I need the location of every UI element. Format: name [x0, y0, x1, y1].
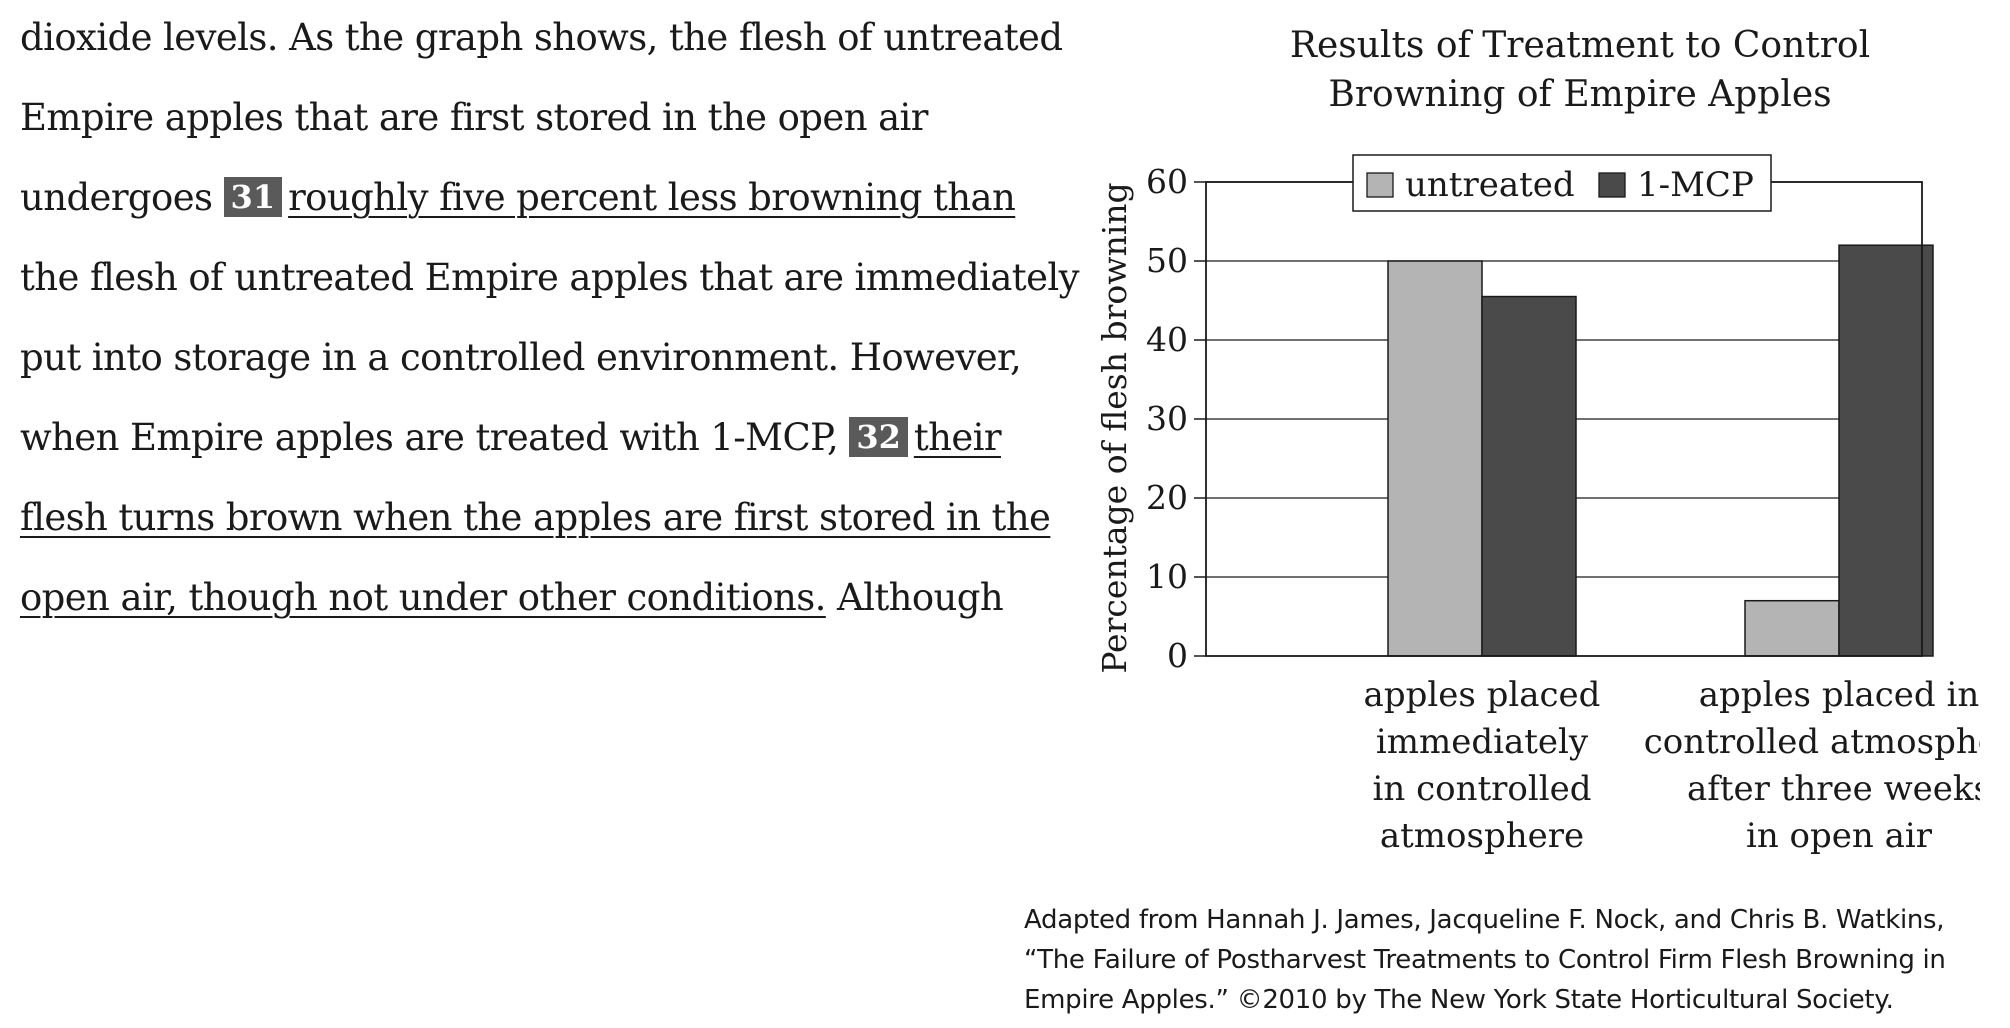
category-label-line: apples placed	[1364, 675, 1601, 715]
y-tick-label: 0	[1167, 636, 1188, 675]
passage-line: open air, though not under other conditi…	[20, 568, 1020, 648]
category-labels: apples placed immediately in controlled atm…	[1364, 675, 1980, 856]
bar-1-mcp-1	[1838, 244, 1934, 657]
passage-line-text: undergoes	[20, 176, 213, 219]
source-line: “The Failure of Postharvest Treatments t…	[1024, 945, 1946, 975]
y-tick-label: 40	[1146, 320, 1188, 359]
source-line: Adapted from Hannah J. James, Jacqueline…	[1024, 905, 1945, 935]
passage-line: put into storage in a controlled environ…	[20, 328, 1022, 408]
bars	[1387, 244, 1934, 657]
bar-1-mcp-0	[1481, 295, 1577, 657]
passage-line: flesh turns brown when the apples are fi…	[20, 488, 1051, 568]
passage-line-text: dioxide levels. As the graph shows, the …	[20, 16, 1063, 59]
passage-line: Empire apples that are first stored in t…	[20, 88, 1020, 168]
passage-line: the flesh of untreated Empire apples tha…	[20, 248, 1080, 328]
underlined-phrase-31[interactable]: roughly five percent less browning than	[288, 176, 1016, 219]
underlined-phrase-32[interactable]: flesh turns brown when the apples are fi…	[20, 496, 1051, 539]
y-tick-label: 60	[1146, 162, 1188, 201]
passage-line: undergoes 31 roughly five percent less br…	[20, 168, 1020, 248]
chart-title-line-2: Browning of Empire Apples	[1328, 74, 1831, 115]
passage-line: when Empire apples are treated with 1-MC…	[20, 408, 1020, 488]
legend: untreated 1-MCP	[1352, 154, 1772, 212]
passage-line-text: when Empire apples are treated with 1-MC…	[20, 416, 839, 459]
passage-line: dioxide levels. As the graph shows, the …	[20, 8, 1063, 88]
y-tick-label: 20	[1146, 478, 1188, 517]
passage-line-text: Empire apples that are first stored in t…	[20, 96, 928, 139]
y-tick-label: 50	[1146, 241, 1188, 280]
bar-untreated-1	[1744, 599, 1840, 657]
passage-line-text: the flesh of untreated Empire apples tha…	[20, 256, 1080, 299]
y-tick-labels: 0 10 20 30 40 50 60	[1146, 162, 1188, 675]
underlined-phrase-32[interactable]: their	[913, 416, 1002, 459]
y-tick-label: 30	[1146, 399, 1188, 438]
source-citation: Adapted from Hannah J. James, Jacqueline…	[1024, 900, 2004, 1020]
source-line: Empire Apples.” ©2010 by The New York St…	[1024, 985, 1894, 1015]
y-tick-label: 10	[1146, 557, 1188, 596]
bar-untreated-0	[1387, 260, 1483, 657]
underlined-phrase-32[interactable]: open air, though not under other conditi…	[20, 576, 826, 619]
legend-label: 1-MCP	[1637, 165, 1754, 205]
passage-text: dioxide levels. As the graph shows, the …	[20, 8, 1080, 648]
legend-swatch	[1598, 172, 1626, 198]
passage-line-text: put into storage in a controlled environ…	[20, 336, 1022, 379]
category-label-line: apples placed in	[1699, 675, 1979, 715]
legend-box	[1352, 154, 1772, 212]
category-label-line: immediately	[1376, 722, 1589, 762]
legend-swatch	[1366, 172, 1394, 198]
question-number-32[interactable]: 32	[849, 417, 908, 457]
category-label-line: after three weeks	[1687, 769, 1980, 809]
category-label-line: in open air	[1746, 816, 1933, 856]
chart-title-line-1: Results of Treatment to Control	[1290, 25, 1870, 66]
category-label-line: atmosphere	[1380, 816, 1584, 856]
category-label-line: controlled atmosphere	[1644, 722, 1980, 762]
question-number-31[interactable]: 31	[223, 177, 283, 217]
y-axis-title: Percentage of flesh browning	[1095, 182, 1134, 673]
passage-line-text: Although	[825, 576, 1004, 619]
browning-bar-chart: Results of Treatment to Control Browning…	[1095, 25, 1980, 856]
category-label-line: in controlled	[1372, 769, 1591, 809]
legend-label: untreated	[1405, 165, 1575, 205]
